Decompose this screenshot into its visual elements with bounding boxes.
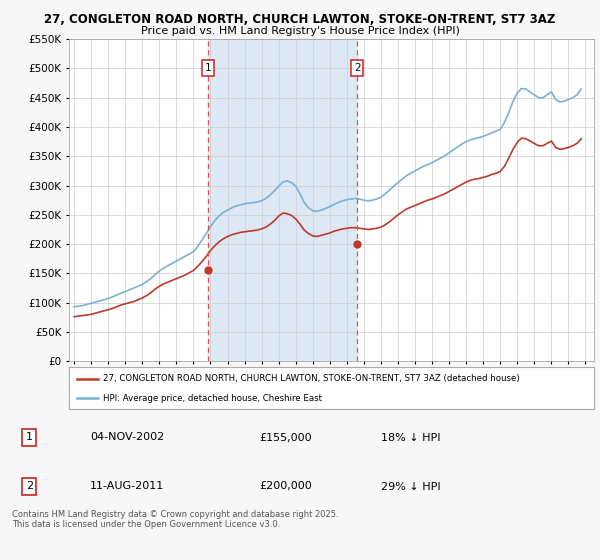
Text: £155,000: £155,000 (260, 432, 313, 442)
Text: 04-NOV-2002: 04-NOV-2002 (90, 432, 164, 442)
Text: 27, CONGLETON ROAD NORTH, CHURCH LAWTON, STOKE-ON-TRENT, ST7 3AZ: 27, CONGLETON ROAD NORTH, CHURCH LAWTON,… (44, 13, 556, 26)
Text: £200,000: £200,000 (260, 482, 313, 492)
Text: 2: 2 (26, 482, 33, 492)
Text: 29% ↓ HPI: 29% ↓ HPI (380, 482, 440, 492)
Text: 27, CONGLETON ROAD NORTH, CHURCH LAWTON, STOKE-ON-TRENT, ST7 3AZ (detached house: 27, CONGLETON ROAD NORTH, CHURCH LAWTON,… (103, 374, 520, 383)
Text: Contains HM Land Registry data © Crown copyright and database right 2025.
This d: Contains HM Land Registry data © Crown c… (12, 510, 338, 529)
Text: 18% ↓ HPI: 18% ↓ HPI (380, 432, 440, 442)
Text: Price paid vs. HM Land Registry's House Price Index (HPI): Price paid vs. HM Land Registry's House … (140, 26, 460, 36)
Text: HPI: Average price, detached house, Cheshire East: HPI: Average price, detached house, Ches… (103, 394, 322, 403)
Text: 1: 1 (26, 432, 33, 442)
Bar (208, 39, 357, 361)
Text: 2: 2 (354, 63, 361, 73)
Text: 1: 1 (205, 63, 211, 73)
Text: 11-AUG-2011: 11-AUG-2011 (90, 482, 164, 492)
